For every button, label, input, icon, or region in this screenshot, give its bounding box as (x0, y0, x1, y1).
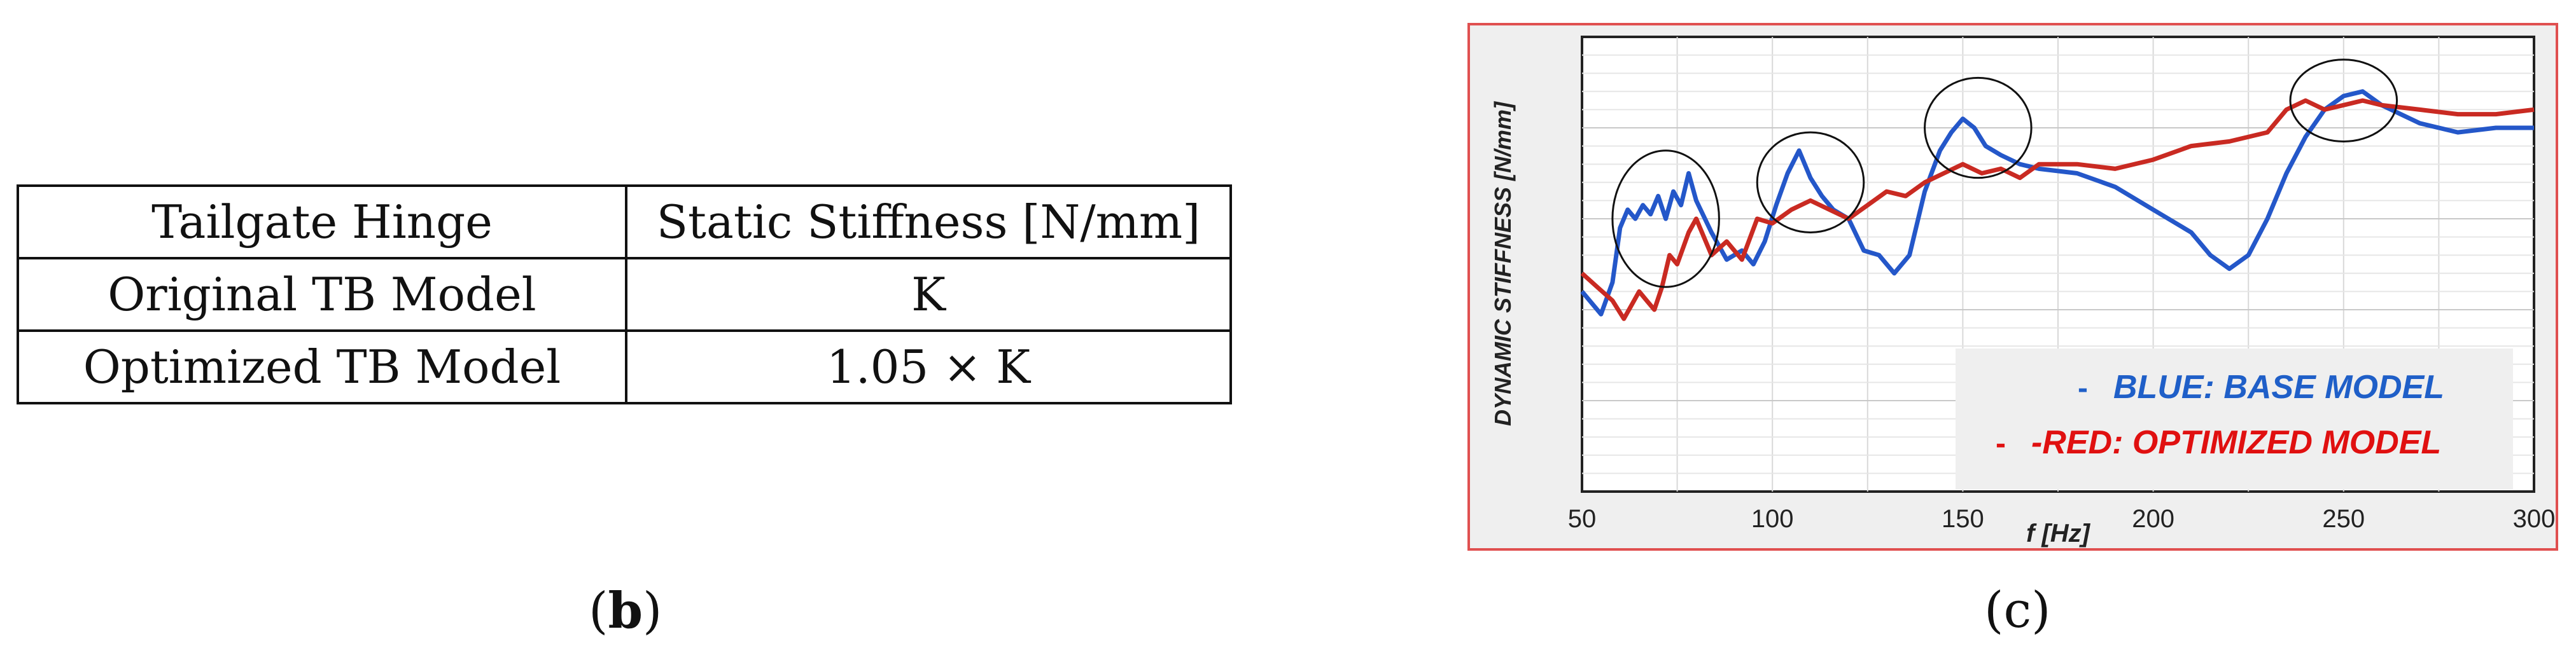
x-tick-label: 150 (1942, 505, 1984, 533)
legend-box (1956, 348, 2513, 490)
highlight-ellipse (1756, 131, 1865, 233)
caption-b: (b) (589, 582, 662, 640)
y-axis-label: DYNAMIC STIFFNESS [N/mm] (1490, 101, 1516, 426)
x-tick-label: 300 (2513, 505, 2556, 533)
x-tick-label: 250 (2322, 505, 2365, 533)
table-header: Tailgate Hinge (17, 184, 627, 259)
x-axis-label: f [Hz] (2026, 520, 2091, 548)
highlight-ellipses (1611, 59, 2398, 288)
caption-c: (c) (1984, 582, 2051, 639)
table-row: Optimized TB Model 1.05 × K (17, 329, 1232, 404)
table-cell: Optimized TB Model (17, 329, 627, 404)
series-line-1 (1580, 98, 2535, 321)
legend-dash-red: - (1996, 427, 2006, 460)
x-tick-label: 200 (2132, 505, 2174, 533)
x-tick-label: 50 (1568, 505, 1597, 533)
table-cell: Original TB Model (17, 257, 627, 332)
legend-label-red: -RED: OPTIMIZED MODEL (2031, 424, 2441, 461)
highlight-ellipse (1611, 149, 1720, 288)
legend-label-blue: BLUE: BASE MODEL (2113, 369, 2444, 406)
table-cell: 1.05 × K (625, 329, 1232, 404)
chart-frame: 50 100 150 200 250 300 f [Hz] DYNAMIC STIFFNE… (1467, 23, 2558, 551)
x-tick-labels: 50 100 150 200 250 300 (1568, 505, 2556, 533)
legend-dash-blue: - (2078, 371, 2088, 405)
legend: - BLUE: BASE MODEL - -RED: OPTIMIZED MOD… (1956, 348, 2513, 490)
caption-c-letter: c (2003, 582, 2032, 639)
caption-b-letter: b (608, 582, 643, 640)
series-group (1580, 89, 2535, 321)
table-header-row: Tailgate Hinge Static Stiffness [N/mm] (17, 184, 1232, 259)
x-tick-label: 100 (1751, 505, 1794, 533)
stiffness-table: Tailgate Hinge Static Stiffness [N/mm] O… (17, 184, 1232, 404)
dynamic-stiffness-chart: 50 100 150 200 250 300 f [Hz] DYNAMIC STIFFNE… (1490, 36, 2556, 548)
highlight-ellipse (2289, 59, 2398, 142)
table-cell: K (625, 257, 1232, 332)
table-row: Original TB Model K (17, 257, 1232, 332)
highlight-ellipse (1924, 76, 2033, 179)
series-line-0 (1580, 89, 2534, 317)
table-header: Static Stiffness [N/mm] (625, 184, 1232, 259)
